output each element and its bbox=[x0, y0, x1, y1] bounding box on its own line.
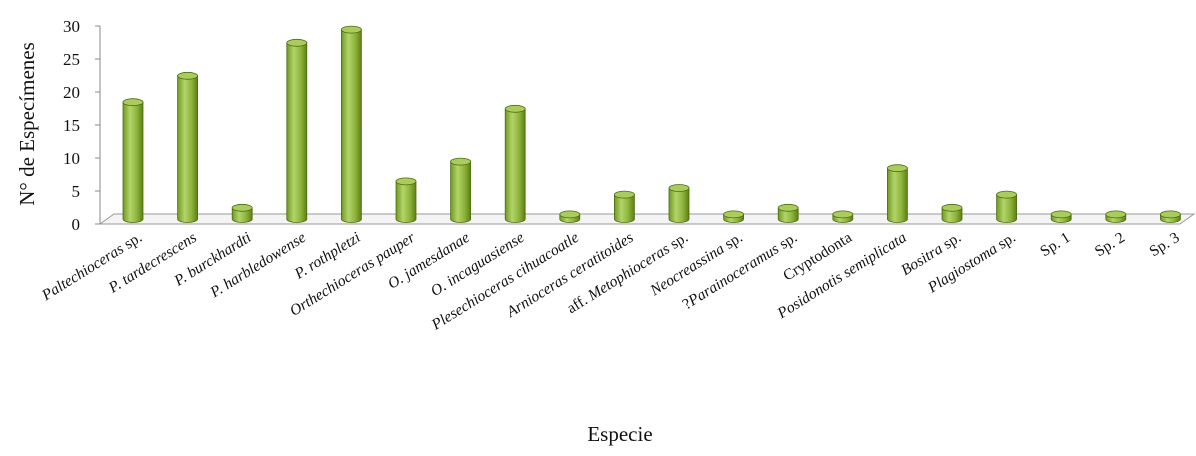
bar bbox=[1050, 210, 1072, 223]
bar-top bbox=[941, 203, 963, 212]
x-axis-title: Especie bbox=[587, 422, 652, 446]
bar-body bbox=[996, 194, 1017, 223]
bar-top bbox=[1105, 210, 1127, 219]
bar bbox=[1105, 210, 1127, 223]
bar-top bbox=[231, 203, 253, 212]
bar-body bbox=[887, 167, 908, 223]
bar-body bbox=[504, 108, 526, 223]
bar-top bbox=[122, 98, 144, 107]
bar bbox=[668, 184, 690, 223]
bar-body bbox=[341, 29, 362, 223]
bar-body bbox=[395, 181, 417, 223]
y-tick-label: 30 bbox=[63, 17, 80, 36]
bar-top bbox=[1160, 210, 1181, 219]
floor-plane bbox=[98, 213, 1196, 225]
bar-body bbox=[941, 207, 963, 223]
bar-top bbox=[668, 184, 690, 192]
y-tick-label: 5 bbox=[72, 182, 81, 201]
bars bbox=[122, 25, 1181, 223]
bar-top bbox=[832, 210, 854, 219]
bar bbox=[614, 190, 635, 223]
bar-body bbox=[286, 42, 308, 223]
bar-body bbox=[450, 161, 471, 223]
bar-top bbox=[286, 38, 308, 47]
bar-top bbox=[395, 177, 417, 186]
bar bbox=[777, 203, 799, 223]
bar-top bbox=[996, 190, 1017, 199]
y-axis-title: N° de Especímenes bbox=[15, 42, 39, 206]
x-tick-label: Sp. 2 bbox=[1092, 229, 1128, 260]
bar-body bbox=[177, 75, 198, 223]
bar bbox=[504, 104, 526, 223]
bar bbox=[1160, 210, 1181, 223]
bar-top bbox=[559, 210, 581, 219]
bar bbox=[832, 210, 854, 223]
bar bbox=[941, 203, 963, 223]
bar-body bbox=[777, 207, 799, 223]
bar-top bbox=[887, 164, 908, 173]
bar bbox=[559, 210, 581, 223]
bar-body bbox=[614, 194, 635, 223]
bar-top bbox=[1050, 210, 1072, 219]
bar-top bbox=[504, 104, 526, 113]
bar-body bbox=[122, 101, 144, 223]
x-tick-label: Sp. 1 bbox=[1037, 229, 1073, 260]
bar bbox=[340, 25, 362, 223]
bar bbox=[177, 71, 199, 223]
bar bbox=[887, 164, 908, 223]
bar bbox=[286, 38, 308, 223]
bar-top bbox=[723, 210, 744, 219]
bar bbox=[122, 98, 144, 223]
y-tick-label: 25 bbox=[63, 50, 80, 69]
bar-top bbox=[777, 203, 799, 212]
chart-floor bbox=[98, 213, 1196, 225]
bar-top bbox=[450, 157, 472, 166]
bar bbox=[450, 157, 472, 223]
y-axis: 0 5 10 15 20 25 30 bbox=[63, 17, 101, 234]
bar-top bbox=[340, 25, 362, 34]
y-tick-label: 20 bbox=[63, 83, 80, 102]
bar bbox=[723, 210, 744, 223]
x-tick-label: P. harbledowense bbox=[207, 229, 309, 302]
bar bbox=[231, 203, 253, 223]
bar-body bbox=[231, 207, 253, 223]
y-tick-label: 0 bbox=[72, 215, 81, 234]
bar bbox=[996, 190, 1017, 223]
bar-top bbox=[614, 190, 635, 199]
bar-top bbox=[177, 71, 199, 80]
bar-body bbox=[668, 187, 690, 223]
bar bbox=[395, 177, 417, 223]
y-tick-label: 10 bbox=[63, 149, 80, 168]
x-tick-label: Sp. 3 bbox=[1146, 229, 1182, 260]
y-tick-label: 15 bbox=[63, 116, 80, 135]
